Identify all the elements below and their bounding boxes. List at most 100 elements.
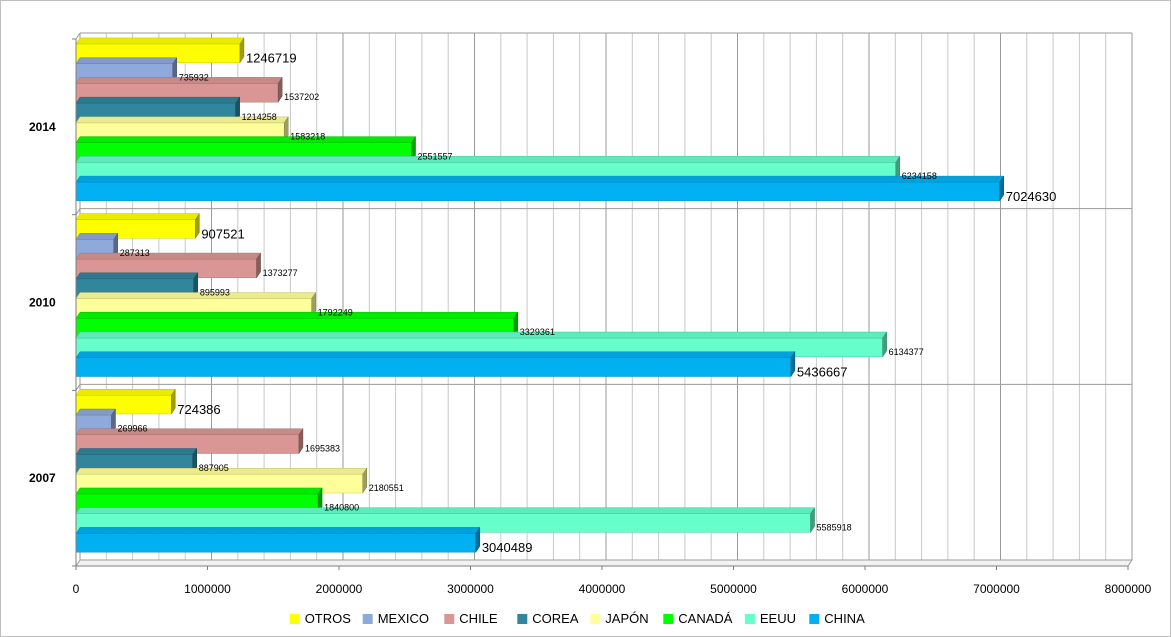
value-labels-layer: 724386 269966 1695383 887905 2180551 1840800 5… xyxy=(118,51,1057,555)
legend-swatch xyxy=(362,614,373,624)
value-label: 1246719 xyxy=(246,51,297,66)
x-tick-label: 8000000 xyxy=(1105,582,1152,596)
bar-top-face xyxy=(75,213,200,220)
value-label: 1792249 xyxy=(318,307,353,317)
legend-item-canadá: CANADÁ xyxy=(663,611,733,626)
bar-top-face xyxy=(75,487,323,495)
value-label: 1583218 xyxy=(290,132,325,142)
bar-end-face xyxy=(256,252,261,279)
legend-label: CHILE xyxy=(459,611,498,626)
legend-label: MEXICO xyxy=(378,611,429,626)
x-tick-label: 1000000 xyxy=(184,582,231,596)
bar-end-face xyxy=(513,311,519,338)
bar-front-face xyxy=(75,357,792,377)
value-label: 5585918 xyxy=(817,522,852,532)
bar-end-face xyxy=(111,408,116,435)
bar-end-face xyxy=(317,487,323,514)
legend-label: COREA xyxy=(532,611,579,626)
bar-end-face xyxy=(193,271,199,299)
value-label: 3329361 xyxy=(520,327,555,337)
value-label: 6134377 xyxy=(889,347,924,357)
legend-swatch xyxy=(809,614,820,624)
bar-top-face xyxy=(75,136,416,143)
bar-end-face xyxy=(810,506,815,534)
x-tick-label: 6000000 xyxy=(842,582,889,596)
bar-end-face xyxy=(283,116,289,143)
bar-end-face xyxy=(235,96,240,123)
legend-swatch xyxy=(663,614,674,624)
legend-swatch xyxy=(517,614,528,624)
value-label: 887905 xyxy=(199,463,229,473)
value-label: 2180551 xyxy=(369,483,404,493)
bar-top-face xyxy=(75,507,816,514)
category-label: 2007 xyxy=(29,471,56,485)
legend-swatch xyxy=(590,614,601,624)
value-label: 1373277 xyxy=(263,268,298,278)
category-label: 2010 xyxy=(29,296,56,310)
bar-top-face xyxy=(75,527,481,534)
axis-layer: 2007 2010 2014 0 1000000 2000000 3000000 400000… xyxy=(29,32,1152,596)
legend-label: JAPÓN xyxy=(605,611,648,626)
legend-item-mexico: MEXICO xyxy=(362,611,429,626)
legend-item-eeuu: EEUU xyxy=(744,611,796,626)
bar-end-face xyxy=(192,447,198,475)
plot-left-top-edge xyxy=(75,32,81,40)
value-label: 1840800 xyxy=(324,503,359,513)
legend-label: CHINA xyxy=(824,611,865,626)
x-tick-label: 2000000 xyxy=(316,582,363,596)
bar-china-2007 xyxy=(75,526,481,553)
bar-front-face xyxy=(75,533,477,553)
bar-top-face xyxy=(75,175,1005,183)
bar-top-face xyxy=(75,428,304,435)
bar-end-face xyxy=(790,350,796,378)
value-label: 6234158 xyxy=(902,171,937,181)
bar-end-face xyxy=(298,427,304,455)
legend-item-japón: JAPÓN xyxy=(590,611,649,626)
value-label: 2551557 xyxy=(418,151,453,161)
bar-front-face xyxy=(75,181,1000,202)
legend-label: OTROS xyxy=(305,611,352,626)
legend-swatch xyxy=(289,614,300,624)
bar-end-face xyxy=(195,212,200,240)
bar-top-face xyxy=(75,408,116,416)
bar-otros-2014 xyxy=(75,37,245,64)
bar-end-face xyxy=(113,232,119,259)
plot-floor xyxy=(75,559,1133,567)
bar-top-face xyxy=(75,331,888,339)
bar-top-face xyxy=(75,233,119,240)
bar-top-face xyxy=(75,292,317,299)
category-divider-left xyxy=(75,384,81,391)
bar-top-face xyxy=(75,351,796,359)
bar-end-face xyxy=(895,155,901,182)
bar-end-face xyxy=(411,135,416,163)
legend-label: CANADÁ xyxy=(678,611,733,626)
legend-item-corea: COREA xyxy=(517,611,579,626)
bar-top-face xyxy=(75,272,199,280)
value-label: 1695383 xyxy=(305,443,340,453)
value-label: 287313 xyxy=(120,248,150,258)
value-label: 724386 xyxy=(177,402,220,417)
legend-item-otros: OTROS xyxy=(289,611,352,626)
bar-top-face xyxy=(75,156,901,163)
bar-end-face xyxy=(882,331,887,358)
value-label: 735932 xyxy=(179,72,209,82)
bar-end-face xyxy=(475,526,481,553)
legend-swatch xyxy=(444,614,455,624)
category-divider-left xyxy=(75,208,81,215)
legend: OTROS MEXICO CHILE COREA JAPÓN CANADÁ EEUU CHIN… xyxy=(289,611,865,626)
bar-top-face xyxy=(75,252,262,260)
bar-top-face xyxy=(75,96,241,104)
value-label: 5436667 xyxy=(797,365,848,380)
value-label: 7024630 xyxy=(1006,189,1057,204)
x-tick-label: 0 xyxy=(73,582,80,596)
x-tick-label: 4000000 xyxy=(579,582,626,596)
x-tick-label: 7000000 xyxy=(973,582,1020,596)
bar-top-face xyxy=(75,37,245,45)
bar-end-face xyxy=(362,467,367,494)
legend-item-china: CHINA xyxy=(809,611,865,626)
value-label: 269966 xyxy=(118,424,148,434)
bar-china-2014 xyxy=(75,175,1005,202)
bar-top-face xyxy=(75,389,176,396)
